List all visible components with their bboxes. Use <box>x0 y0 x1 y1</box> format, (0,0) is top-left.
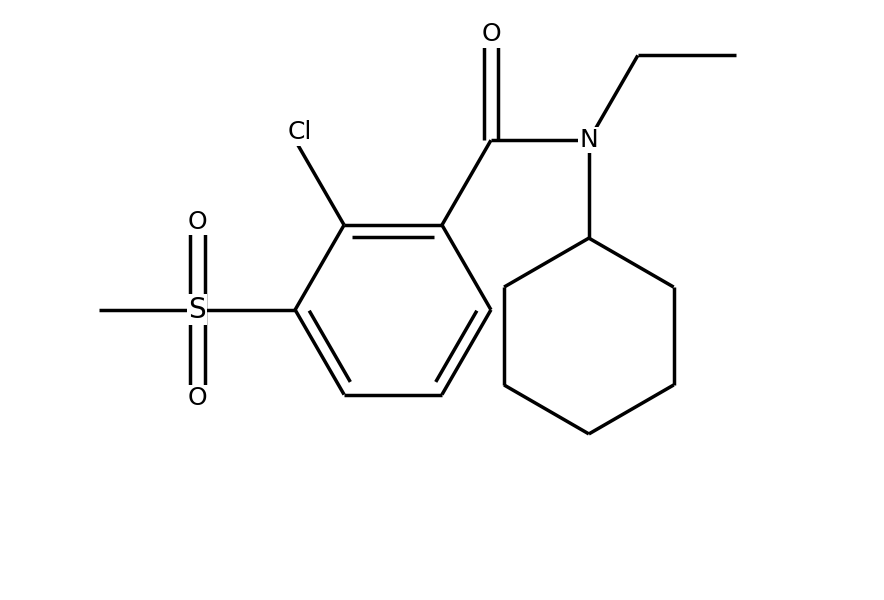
Text: O: O <box>187 209 207 233</box>
Text: Cl: Cl <box>288 121 312 145</box>
Text: O: O <box>187 386 207 410</box>
Text: S: S <box>188 296 206 324</box>
Text: O: O <box>481 22 500 46</box>
Text: N: N <box>580 128 598 152</box>
